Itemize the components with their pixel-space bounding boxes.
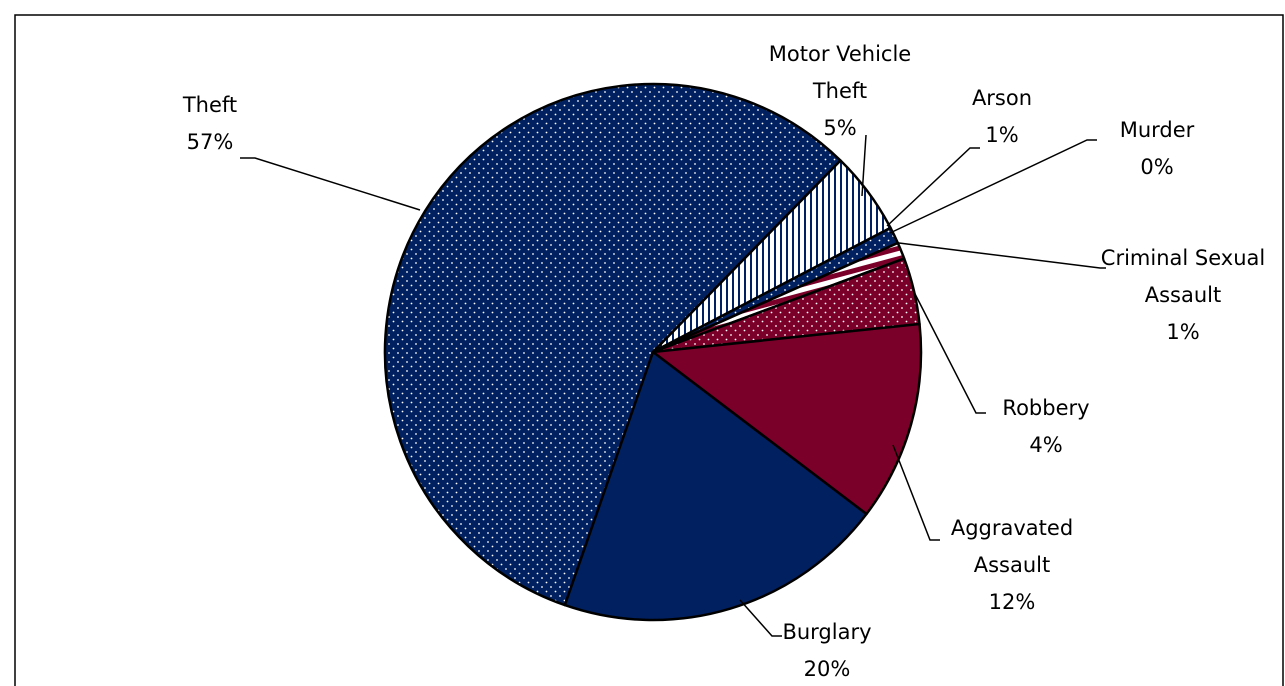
frame	[14, 14, 1284, 686]
data-label: Murder 0%	[1102, 112, 1212, 186]
category-label: Murder	[1119, 118, 1195, 142]
value-label: 12%	[988, 590, 1036, 614]
leader-line	[886, 147, 980, 227]
category-label: Aggravated Assault	[950, 516, 1074, 577]
leader-line	[892, 444, 940, 541]
leader-line	[861, 134, 867, 197]
value-label: 0%	[1140, 155, 1174, 179]
category-label: Robbery	[1002, 396, 1090, 420]
pie-slice	[651, 322, 923, 516]
data-label: Burglary 20%	[767, 614, 887, 686]
pie-slice	[563, 350, 868, 622]
data-label: Motor Vehicle Theft 5%	[760, 36, 920, 147]
leader-line	[889, 139, 1097, 234]
value-label: 5%	[823, 116, 857, 140]
leader-line	[898, 242, 1106, 269]
leader-line	[739, 599, 782, 637]
category-label: Criminal Sexual Assault	[1100, 246, 1266, 307]
value-label: 4%	[1029, 433, 1063, 457]
category-label: Arson	[971, 86, 1033, 110]
data-label: Aggravated Assault 12%	[947, 510, 1077, 621]
data-label: Robbery 4%	[986, 390, 1106, 464]
data-label: Arson 1%	[952, 80, 1052, 154]
leader-line	[240, 157, 421, 211]
category-label: Theft	[182, 93, 238, 117]
data-label: Theft 57%	[150, 87, 270, 161]
value-label: 57%	[186, 130, 234, 154]
pie-slice	[383, 82, 842, 607]
leader-line	[912, 289, 986, 414]
category-label: Burglary	[782, 620, 872, 644]
category-label: Motor Vehicle Theft	[768, 42, 912, 103]
data-label: Criminal Sexual Assault 1%	[1093, 240, 1273, 351]
value-label: 20%	[803, 657, 851, 681]
value-label: 1%	[985, 123, 1019, 147]
value-label: 1%	[1166, 320, 1200, 344]
